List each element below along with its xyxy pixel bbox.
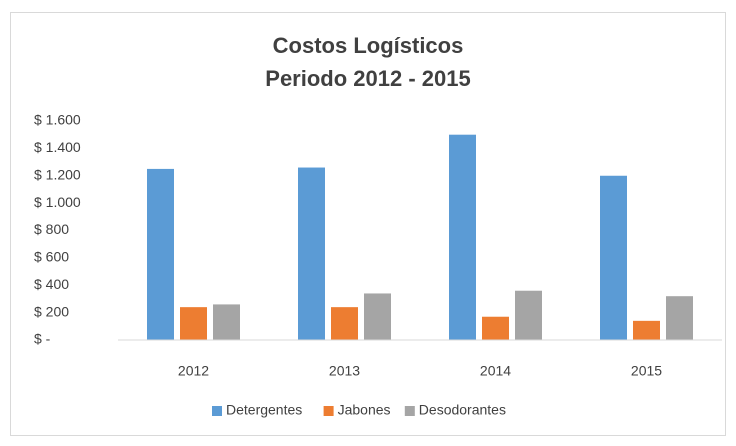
x-tick-label: 2015 bbox=[631, 363, 662, 379]
x-tick-label: 2012 bbox=[178, 363, 209, 379]
x-tick-label: 2013 bbox=[329, 363, 360, 379]
bar bbox=[515, 290, 542, 340]
y-tick-label: $ 1.000 bbox=[34, 194, 81, 210]
bar bbox=[364, 293, 391, 340]
legend-swatch bbox=[212, 406, 222, 416]
y-tick-label: $ 400 bbox=[34, 276, 69, 292]
bar bbox=[298, 167, 325, 340]
legend-label: Desodorantes bbox=[419, 402, 506, 418]
y-tick-label: $ 600 bbox=[34, 249, 69, 265]
x-tick-label: 2014 bbox=[480, 363, 511, 379]
bar bbox=[633, 320, 660, 340]
bar bbox=[331, 307, 358, 340]
chart-subtitle: Periodo 2012 - 2015 bbox=[265, 66, 470, 91]
legend-swatch bbox=[323, 406, 334, 416]
legend-swatch bbox=[404, 406, 415, 416]
bar bbox=[449, 134, 476, 340]
y-tick-label: $ 200 bbox=[34, 303, 69, 319]
bar bbox=[666, 296, 693, 340]
chart-title: Costos Logísticos bbox=[273, 33, 464, 58]
bar bbox=[482, 316, 509, 340]
y-tick-label: $ - bbox=[34, 331, 51, 347]
bar bbox=[600, 175, 627, 340]
legend-label: Jabones bbox=[338, 402, 391, 418]
legend-label: Detergentes bbox=[226, 402, 302, 418]
y-tick-label: $ 800 bbox=[34, 221, 69, 237]
y-tick-label: $ 1.200 bbox=[34, 166, 81, 182]
y-tick-label: $ 1.400 bbox=[34, 139, 81, 155]
y-tick-label: $ 1.600 bbox=[34, 112, 81, 128]
bar bbox=[213, 304, 240, 340]
bar bbox=[147, 168, 174, 340]
bar bbox=[180, 307, 207, 340]
